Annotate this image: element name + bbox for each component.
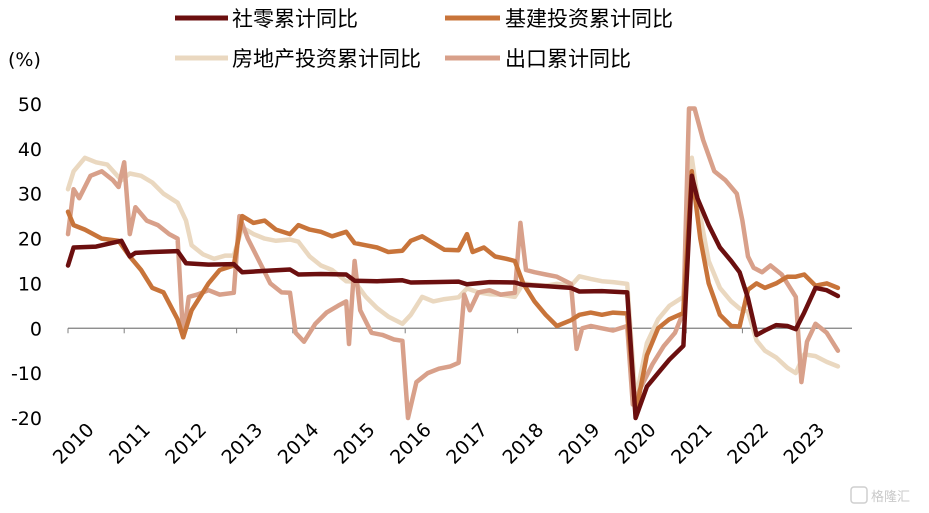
- watermark: 格隆汇: [850, 486, 910, 505]
- x-tick-label: 2012: [161, 419, 211, 469]
- series-line-0: [65, 173, 841, 421]
- legend-label-export: 出口累计同比: [505, 47, 631, 71]
- y-tick-label: 30: [18, 184, 42, 206]
- x-tick-label: 2017: [442, 419, 492, 469]
- x-tick-label: 2018: [498, 419, 548, 469]
- x-tick-label: 2020: [611, 419, 661, 469]
- x-tick-label: 2022: [723, 419, 773, 469]
- watermark-text: 格隆汇: [871, 489, 910, 505]
- x-tick-label: 2010: [49, 419, 99, 469]
- y-tick-label: -20: [11, 408, 42, 430]
- x-tick-label: 2023: [779, 419, 829, 469]
- y-tick-label: 40: [18, 139, 42, 161]
- y-tick-label: 50: [18, 94, 42, 116]
- x-tick-label: 2021: [667, 419, 717, 469]
- y-tick-label: 10: [18, 273, 42, 295]
- y-axis-unit-label: (%): [8, 49, 41, 71]
- y-tick-label: 20: [18, 229, 42, 251]
- x-tick-label: 2013: [217, 419, 267, 469]
- x-tick-label: 2011: [105, 419, 155, 469]
- x-tick-label: 2019: [555, 419, 605, 469]
- legend: 社零累计同比 基建投资累计同比 房地产投资累计同比 出口累计同比: [175, 7, 673, 71]
- x-axis-ticks: 2010 2011 2012 2013 2014 2015 2016 2017 2018 2019…: [49, 419, 829, 469]
- legend-label-realestate: 房地产投资累计同比: [232, 47, 421, 71]
- watermark-logo-icon: [850, 486, 868, 504]
- y-axis-ticks: 50 40 30 20 10 0 -10 -20: [11, 94, 42, 430]
- legend-label-infrastructure: 基建投资累计同比: [505, 7, 673, 31]
- y-tick-label: 0: [30, 318, 42, 340]
- x-tick-label: 2016: [386, 419, 436, 469]
- y-tick-label: -10: [11, 363, 42, 385]
- series-lines: [65, 106, 841, 421]
- series-line-1: [65, 169, 841, 416]
- series-line-2: [65, 155, 841, 403]
- x-tick-label: 2015: [330, 419, 380, 469]
- x-tick-label: 2014: [274, 419, 324, 469]
- legend-label-retail: 社零累计同比: [232, 7, 358, 31]
